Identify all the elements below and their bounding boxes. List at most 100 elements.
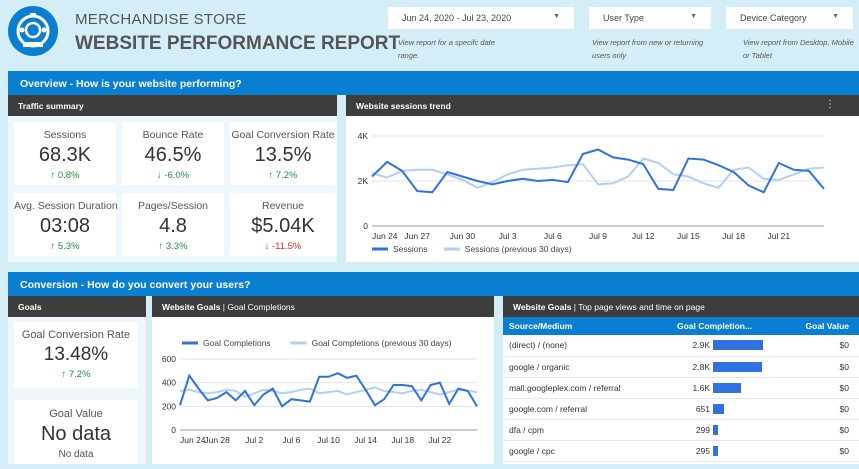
y-tick-label: 600 — [162, 354, 176, 364]
x-tick-label: Jun 28 — [204, 435, 230, 445]
more-options-icon[interactable]: ⋮ — [825, 99, 835, 110]
goal-completions-header: Website Goals | Goal Completions — [152, 296, 494, 317]
completions-cell: 651 — [673, 398, 779, 420]
source-medium-table: Source/Medium Goal Completion... Goal Va… — [503, 317, 859, 462]
kpi-label: Pages/Session — [137, 200, 209, 212]
source-cell: google.com / referral — [503, 398, 673, 420]
x-tick-label: Jul 14 — [354, 435, 377, 445]
kpi-delta: ↑ 3.3% — [158, 241, 188, 252]
table-title-bold: Website Goals — [513, 302, 572, 312]
device-hint: View report from Desktop, Mobile or Tabl… — [743, 38, 854, 60]
legend-label: Goal Completions — [203, 338, 271, 348]
goal-rate-delta: ↑ 7.2% — [61, 369, 91, 380]
table-header-row: Source/Medium Goal Completion... Goal Va… — [503, 317, 859, 335]
kpi-delta: ↑ 0.8% — [50, 170, 80, 181]
goal-rate-label: Goal Conversion Rate — [21, 329, 131, 341]
x-tick-label: Jun 30 — [450, 231, 476, 241]
y-tick-label: 2K — [358, 176, 369, 186]
y-tick-label: 400 — [162, 378, 176, 388]
diving-helmet-icon — [16, 13, 50, 48]
kpi-label: Goal Conversion Rate — [231, 129, 335, 141]
goal-chart-title-rest: | Goal Completions — [220, 302, 295, 312]
table-row[interactable]: (direct) / (none) 2.9K $0 — [503, 335, 859, 357]
sessions-trend-chart: 4K 2K 0 Jun 24 Jun 27 Jun 30 Jul 3 Jul 6 Jul 9 Ju… — [358, 131, 825, 254]
chevron-down-icon: ▼ — [690, 13, 697, 20]
legend-label: Goal Completions (previous 30 days) — [312, 338, 452, 348]
completions-cell: 2.9K — [673, 335, 779, 357]
kpi-delta: ↓ -11.5% — [264, 241, 302, 252]
store-logo — [8, 6, 58, 56]
user-type-label: User Type — [603, 13, 644, 23]
kpi-delta: ↑ 5.3% — [50, 241, 80, 252]
goal-value-sub: No data — [58, 449, 94, 460]
completions-value: 295 — [695, 445, 710, 456]
table-title-rest: | Top page views and time on page — [571, 302, 705, 312]
date-range-picker[interactable]: Jun 24, 2020 - Jul 23, 2020 ▼ — [388, 7, 574, 29]
kpi-card: Sessions 68.3K ↑ 0.8% — [14, 122, 116, 185]
table-row[interactable]: google / cpc 295 $0 — [503, 440, 859, 462]
goals-header: Goals — [8, 296, 146, 317]
kpi-value: 13.5% — [254, 144, 312, 166]
table-row[interactable]: google / organic 2.8K $0 — [503, 356, 859, 378]
completions-cell: 1.6K — [673, 377, 779, 399]
chevron-down-icon: ▼ — [832, 13, 839, 20]
kpi-card: Pages/Session 4.8 ↑ 3.3% — [122, 193, 224, 256]
source-cell: mall.googleplex.com / referral — [503, 377, 673, 399]
x-tick-label: Jun 27 — [404, 231, 430, 241]
y-tick-label: 200 — [162, 401, 176, 411]
completions-bar — [713, 424, 718, 435]
kpi-label: Revenue — [261, 200, 305, 212]
completions-bar — [713, 340, 763, 351]
goal-chart-title-bold: Website Goals — [162, 302, 221, 312]
date-range-value: Jun 24, 2020 - Jul 23, 2020 — [402, 13, 512, 23]
x-tick-label: Jun 24 — [372, 231, 398, 241]
x-tick-label: Jul 6 — [544, 231, 562, 241]
goal-value-cell: $0 — [779, 377, 859, 399]
x-tick-label: Jul 6 — [282, 435, 300, 445]
legend-label: Sessions — [393, 244, 428, 254]
device-category-filter[interactable]: Device Category ▼ — [726, 7, 853, 29]
kpi-value: $5.04K — [251, 215, 315, 237]
x-tick-label: Jul 22 — [429, 435, 452, 445]
date-hint: View report for a specifc date range. — [398, 38, 495, 60]
completions-bar — [713, 382, 741, 393]
y-tick-label: 0 — [363, 221, 368, 231]
report-title: WEBSITE PERFORMANCE REPORT — [75, 33, 401, 54]
y-tick-label: 4K — [358, 131, 369, 141]
completions-cell: 299 — [673, 419, 779, 441]
table-row[interactable]: mall.googleplex.com / referral 1.6K $0 — [503, 377, 859, 399]
source-cell: dfa / cpm — [503, 419, 673, 441]
goal-completions-panel: 600 400 200 0 Jun 24 Jun 28 Jul 2 Jul 6 Jul 10 Ju… — [152, 317, 494, 464]
completions-value: 1.6K — [692, 382, 711, 393]
goal-value-value: No data — [40, 423, 112, 445]
kpi-value: 46.5% — [144, 144, 202, 166]
kpi-label: Avg. Session Duration — [14, 200, 118, 212]
kpi-value: 68.3K — [38, 144, 92, 166]
completions-bar — [713, 445, 718, 456]
col-source-medium[interactable]: Source/Medium — [503, 317, 673, 335]
kpi-delta: ↑ 7.2% — [268, 170, 298, 181]
col-goal-value[interactable]: Goal Value — [779, 317, 859, 335]
kpi-card: Goal Conversion Rate 13.5% ↑ 7.2% — [230, 122, 336, 185]
table-row[interactable]: google.com / referral 651 $0 — [503, 398, 859, 420]
kpi-delta: ↓ -6.0% — [156, 170, 190, 181]
x-tick-label: Jul 18 — [722, 231, 745, 241]
completions-value: 2.8K — [692, 361, 711, 372]
col-goal-completions[interactable]: Goal Completion... — [673, 317, 779, 335]
source-cell: (direct) / (none) — [503, 335, 673, 357]
device-category-label: Device Category — [740, 13, 807, 23]
table-row[interactable]: dfa / cpm 299 $0 — [503, 419, 859, 441]
completions-bar — [713, 361, 762, 372]
goal-value-card: Goal Value No data No data — [14, 400, 138, 464]
x-tick-label: Jul 12 — [632, 231, 655, 241]
x-tick-label: Jul 10 — [317, 435, 340, 445]
goal-value-label: Goal Value — [49, 408, 103, 420]
y-tick-label: 0 — [171, 425, 176, 435]
goal-value-cell: $0 — [779, 356, 859, 378]
user-type-filter[interactable]: User Type ▼ — [589, 7, 711, 29]
series-line — [371, 148, 825, 194]
goal-value-cell: $0 — [779, 398, 859, 420]
goal-conversion-rate-card: Goal Conversion Rate 13.48% ↑ 7.2% — [14, 322, 138, 388]
kpi-card: Revenue $5.04K ↓ -11.5% — [230, 193, 336, 256]
user-type-hint: View report from new or returning users … — [592, 38, 704, 60]
